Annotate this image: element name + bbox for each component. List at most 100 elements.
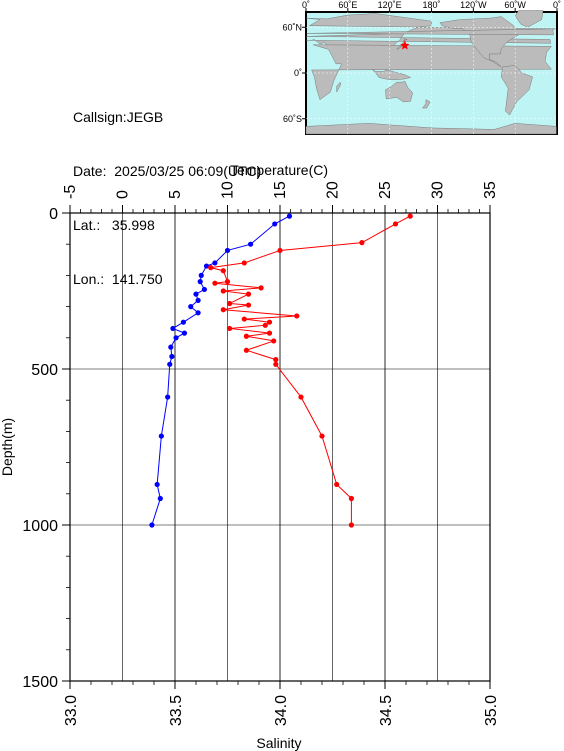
chart-grid <box>69 212 491 682</box>
salinity-point <box>227 300 233 307</box>
map-lon-label: 0˚ <box>553 0 561 10</box>
map-lat-label: 0˚ <box>294 68 302 78</box>
temperature-point <box>154 481 160 488</box>
top-tick-label: 10 <box>220 181 237 199</box>
left-tick-label: 500 <box>31 362 58 379</box>
salinity-point <box>348 495 354 502</box>
top-tick-label: 5 <box>167 190 184 199</box>
map-lat-label: 60˚S <box>283 114 302 124</box>
temperature-point <box>169 353 175 360</box>
map-lon-label: 120˚E <box>378 0 402 10</box>
top-axis: -5 0 5 10 15 20 25 30 35 <box>62 181 499 213</box>
salinity-point <box>208 265 214 271</box>
map-land <box>305 10 557 135</box>
temperature-point <box>180 319 186 325</box>
temperature-point <box>212 260 218 266</box>
top-tick-label: 35 <box>482 181 499 199</box>
temperature-point <box>248 241 254 247</box>
top-axis-label: Temperature(C) <box>230 162 328 178</box>
uk-land <box>306 28 556 36</box>
madagascar-land <box>336 81 342 93</box>
temperature-point <box>188 304 194 310</box>
salinity-point <box>243 333 249 339</box>
salinity-point <box>273 361 279 367</box>
south-america-land <box>501 65 533 116</box>
map-lon-label: 120˚W <box>460 0 487 10</box>
salinity-point <box>245 302 252 308</box>
salinity-point <box>241 316 247 322</box>
salinity-point <box>359 240 365 246</box>
left-tick-label: 0 <box>49 206 58 223</box>
salinity-point <box>220 307 226 313</box>
map-lon-label: 180˚ <box>422 0 440 10</box>
top-tick-label: 0 <box>115 190 132 199</box>
temperature-point <box>181 330 188 336</box>
japan-land <box>396 38 408 50</box>
salinity-point <box>271 338 277 344</box>
salinity-point <box>224 279 231 285</box>
left-tick-label: 1000 <box>22 518 58 535</box>
temperature-point <box>224 247 231 254</box>
temperature-point <box>157 495 163 502</box>
temperature-point <box>193 291 199 297</box>
top-tick-label: 20 <box>325 181 342 199</box>
salinity-point <box>407 213 413 219</box>
temperature-point <box>197 279 203 285</box>
top-tick-label: -5 <box>62 185 79 199</box>
temperature-point <box>168 344 174 350</box>
salinity-point <box>258 285 264 291</box>
top-tick-label: 15 <box>272 181 289 199</box>
world-map: 0˚ 60˚E 120˚E 180˚ 120˚W 60˚W 0˚ 60˚N 0˚ 60˚S <box>282 0 561 135</box>
bottom-tick-label: 34.5 <box>378 695 395 726</box>
temperature-line <box>151 215 290 526</box>
salinity-point <box>227 325 233 332</box>
station-marker <box>400 40 410 50</box>
series-layer <box>149 213 413 528</box>
salinity-point <box>243 347 249 353</box>
temperature-point <box>195 310 201 316</box>
salinity-point <box>212 280 218 286</box>
temperature-point <box>198 272 204 278</box>
temperature-point <box>195 297 201 303</box>
salinity-point <box>319 433 325 439</box>
map-gridlines <box>306 12 557 134</box>
bottom-tick-label: 33.5 <box>168 695 185 726</box>
callsign-text: Callsign:JEGB <box>73 109 164 125</box>
salinity-point <box>266 330 273 336</box>
bottom-axis: 33.0 33.5 34.0 34.5 35.0 <box>63 681 500 726</box>
salinity-line <box>210 215 411 525</box>
temperature-point <box>170 325 176 332</box>
lon-text: Lon.: 141.750 <box>73 271 163 287</box>
temperature-point <box>203 263 210 269</box>
salinity-point <box>294 313 300 319</box>
temperature-point <box>167 361 173 367</box>
salinity-point <box>262 322 268 328</box>
profile-chart: -5 0 5 10 15 20 25 30 35 33.0 33.5 34.0 34.5 35.0 0 5… <box>0 162 500 751</box>
indonesia-land <box>372 69 412 81</box>
salinity-point <box>266 319 273 325</box>
station-info: Callsign:JEGB Date: 2025/03/25 06:09(UTC… <box>73 72 261 306</box>
salinity-point <box>220 288 226 294</box>
bottom-tick-label: 34.0 <box>273 695 290 726</box>
map-lat-label: 60˚N <box>282 22 302 32</box>
bottom-tick-label: 33.0 <box>63 695 80 726</box>
australia-land <box>385 81 413 103</box>
date-text: Date: 2025/03/25 06:09(UTC) <box>73 163 262 179</box>
salinity-point <box>245 291 252 297</box>
temperature-point <box>272 221 278 227</box>
map-lon-label: 60˚E <box>338 0 357 10</box>
temperature-point <box>201 286 207 293</box>
left-tick-label: 1500 <box>22 674 58 691</box>
y-axis-label: Depth(m) <box>0 418 15 476</box>
temperature-point <box>173 335 179 341</box>
salinity-point <box>220 268 226 274</box>
bottom-axis-label: Salinity <box>256 735 301 751</box>
map-lon-label: 0˚ <box>302 0 310 10</box>
left-axis: 0 500 1000 1500 <box>22 206 70 691</box>
top-tick-label: 25 <box>377 181 394 199</box>
top-tick-label: 30 <box>430 181 447 199</box>
temperature-point <box>158 433 164 439</box>
africa-land <box>311 44 552 101</box>
new-zealand-land <box>422 99 431 109</box>
